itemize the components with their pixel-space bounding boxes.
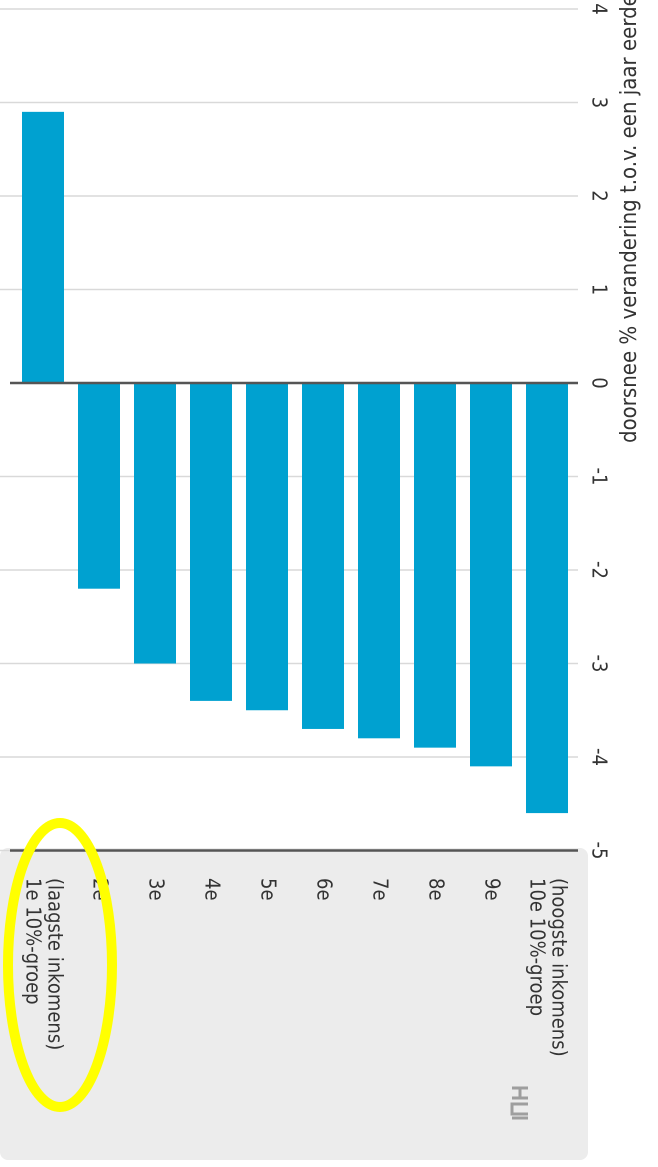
- bar: [134, 383, 176, 664]
- category-label-line: 4e: [201, 878, 225, 901]
- category-label: 7e: [369, 878, 393, 901]
- category-label: 1e 10%-groep(laagste inkomens): [22, 878, 68, 1050]
- tick-label: -3: [588, 655, 612, 673]
- category-label: 8e: [425, 878, 449, 901]
- category-label: 10e 10%-groep(hoogste inkomens): [526, 878, 572, 1057]
- bar: [78, 383, 120, 589]
- category-label-line: 1e 10%-groep: [22, 878, 46, 1005]
- bar: [246, 383, 288, 711]
- tick-label: -1: [588, 468, 612, 486]
- tick-labels: -5 -4 -3 -2 -1 0 1 2 3 4: [588, 3, 612, 859]
- bars: [22, 111, 568, 814]
- tick-label: 2: [588, 190, 612, 201]
- category-label-line: 8e: [425, 878, 449, 901]
- category-label-line: 9e: [481, 878, 505, 901]
- highlight-ellipse: [3, 818, 117, 1112]
- category-label: 6e: [313, 878, 337, 901]
- category-label: 9e: [481, 878, 505, 901]
- tick-label: -2: [588, 561, 612, 579]
- bar: [414, 383, 456, 748]
- category-label-line: 6e: [313, 878, 337, 901]
- tick-label: 4: [588, 3, 612, 14]
- category-labels: 1e 10%-groep(laagste inkomens) 2e 3e 4e 5e 6e…: [22, 878, 572, 1057]
- bar: [302, 383, 344, 729]
- bar: [526, 383, 568, 814]
- cbs-logo-icon: [510, 1086, 528, 1120]
- category-label: 3e: [145, 878, 169, 901]
- bar: [22, 111, 64, 383]
- category-label: 4e: [201, 878, 225, 901]
- tick-label: 1: [588, 284, 612, 295]
- bar: [470, 383, 512, 767]
- category-label-line: 10e 10%-groep: [526, 878, 550, 1016]
- category-label-line: 7e: [369, 878, 393, 901]
- tick-label: 3: [588, 97, 612, 108]
- tick-label: 0: [588, 377, 612, 388]
- category-panel: [0, 848, 588, 1160]
- category-label-line: (laagste inkomens): [44, 878, 68, 1050]
- category-label-line: 3e: [145, 878, 169, 901]
- bar: [190, 383, 232, 701]
- logo-stroke: [510, 1086, 528, 1120]
- tick-label: -4: [588, 748, 612, 766]
- category-label: 5e: [257, 878, 281, 901]
- tick-label: -5: [588, 842, 612, 860]
- x-axis-label: doorsnee % verandering t.o.v. een jaar e…: [617, 0, 642, 443]
- bar: [358, 383, 400, 739]
- category-label-line: 5e: [257, 878, 281, 901]
- category-label-line: (hoogste inkomens): [548, 878, 572, 1057]
